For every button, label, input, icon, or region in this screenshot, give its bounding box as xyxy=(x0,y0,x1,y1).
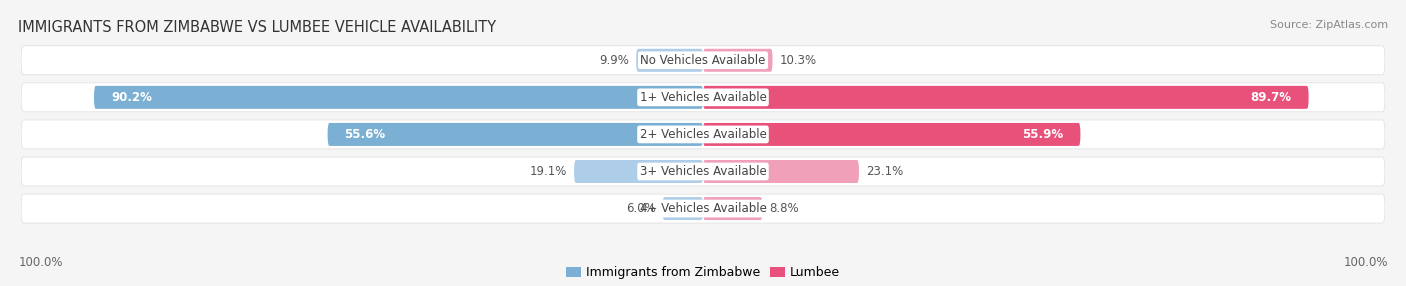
FancyBboxPatch shape xyxy=(21,157,1385,186)
FancyBboxPatch shape xyxy=(21,194,1385,223)
Text: 19.1%: 19.1% xyxy=(530,165,567,178)
FancyBboxPatch shape xyxy=(636,49,703,72)
FancyBboxPatch shape xyxy=(21,46,1385,75)
Text: 6.0%: 6.0% xyxy=(626,202,655,215)
Text: 100.0%: 100.0% xyxy=(1343,256,1388,269)
Text: 23.1%: 23.1% xyxy=(866,165,903,178)
Text: 2+ Vehicles Available: 2+ Vehicles Available xyxy=(640,128,766,141)
Text: 89.7%: 89.7% xyxy=(1251,91,1292,104)
Text: 9.9%: 9.9% xyxy=(599,54,630,67)
Text: 8.8%: 8.8% xyxy=(769,202,799,215)
FancyBboxPatch shape xyxy=(662,197,703,220)
Text: 10.3%: 10.3% xyxy=(779,54,817,67)
Text: Source: ZipAtlas.com: Source: ZipAtlas.com xyxy=(1270,20,1388,30)
Text: 90.2%: 90.2% xyxy=(111,91,152,104)
Text: 55.6%: 55.6% xyxy=(344,128,385,141)
Text: 100.0%: 100.0% xyxy=(18,256,63,269)
FancyBboxPatch shape xyxy=(94,86,703,109)
FancyBboxPatch shape xyxy=(21,83,1385,112)
FancyBboxPatch shape xyxy=(703,160,859,183)
Text: 3+ Vehicles Available: 3+ Vehicles Available xyxy=(640,165,766,178)
FancyBboxPatch shape xyxy=(328,123,703,146)
FancyBboxPatch shape xyxy=(703,123,1080,146)
Text: 1+ Vehicles Available: 1+ Vehicles Available xyxy=(640,91,766,104)
FancyBboxPatch shape xyxy=(21,120,1385,149)
FancyBboxPatch shape xyxy=(703,49,772,72)
Legend: Immigrants from Zimbabwe, Lumbee: Immigrants from Zimbabwe, Lumbee xyxy=(561,261,845,284)
Text: IMMIGRANTS FROM ZIMBABWE VS LUMBEE VEHICLE AVAILABILITY: IMMIGRANTS FROM ZIMBABWE VS LUMBEE VEHIC… xyxy=(18,20,496,35)
Text: 55.9%: 55.9% xyxy=(1022,128,1063,141)
FancyBboxPatch shape xyxy=(703,197,762,220)
Text: 4+ Vehicles Available: 4+ Vehicles Available xyxy=(640,202,766,215)
FancyBboxPatch shape xyxy=(574,160,703,183)
FancyBboxPatch shape xyxy=(703,86,1309,109)
Text: No Vehicles Available: No Vehicles Available xyxy=(640,54,766,67)
